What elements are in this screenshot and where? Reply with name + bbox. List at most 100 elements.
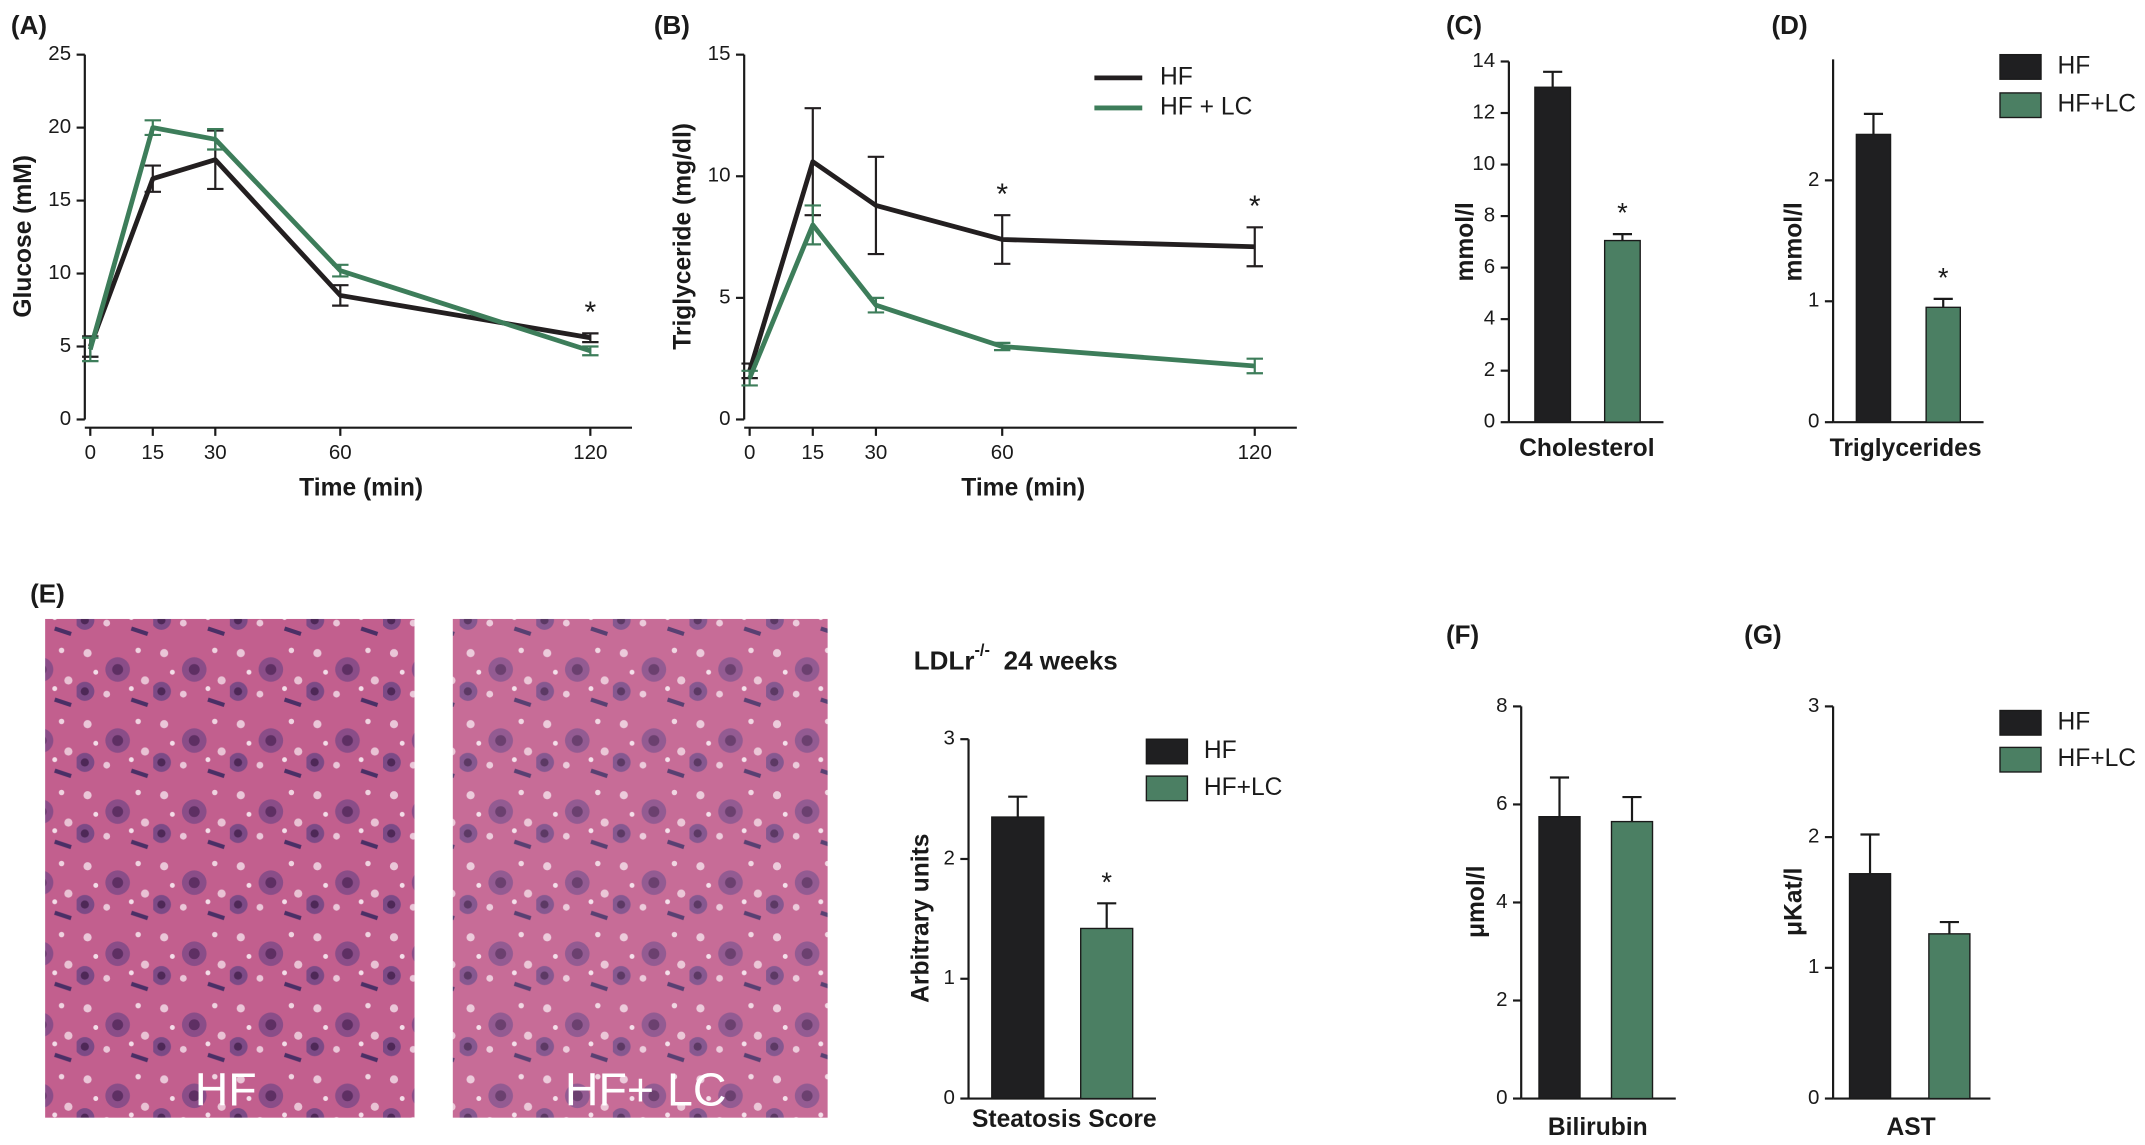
x-tick-label: 120 [1238,441,1272,464]
data-line [747,159,1255,372]
bar [991,816,1045,1100]
image-label: HF+ LC [565,1063,727,1115]
y-tick-label: 25 [48,42,71,65]
annotation: * [1617,197,1628,228]
title-text: LDLr [914,646,975,676]
panel-label: (G) [1744,620,1782,650]
error-bar [1612,233,1633,241]
data-line [88,157,591,348]
bar [1925,306,1962,423]
x-tick-label: 30 [204,441,227,464]
data-line [87,125,592,354]
y-tick-label: 0 [1808,1086,1819,1109]
title-text: 24 weeks [1004,646,1118,676]
y-tick-label: 1 [943,966,954,989]
y-tick-label: 0 [943,1086,954,1109]
error-bar [1543,70,1563,88]
y-tick-label: 4 [1496,890,1507,913]
bar [1928,933,1971,1100]
y-tick-label: 3 [943,727,954,750]
image-label: HF [195,1063,257,1115]
panel-label: (A) [11,10,47,40]
annotation: * [996,178,1008,211]
error-bar [1622,795,1642,822]
y-tick-label: 2 [1808,168,1819,191]
y-axis-label: mmol/l [1780,202,1807,281]
x-tick-label: 30 [865,441,888,464]
x-tick-label: 0 [744,441,755,464]
y-tick-label: 1 [1808,955,1819,978]
bar [1538,816,1581,1100]
x-axis-label: Triglycerides [1830,435,1982,462]
legend-swatch [1999,53,2042,80]
x-axis-label: Bilirubin [1548,1114,1648,1141]
y-tick-label: 20 [48,115,71,138]
bar [1080,927,1134,1100]
y-tick-label: 6 [1484,255,1495,278]
annotation: * [584,296,596,329]
panel-label: (F) [1446,620,1479,650]
y-tick-label: 12 [1472,100,1495,123]
x-tick-label: 60 [991,441,1014,464]
x-axis-label: Cholesterol [1519,435,1654,462]
y-tick-label: 10 [48,261,71,284]
legend-label: HF [1160,63,1193,90]
y-tick-label: 0 [60,407,71,430]
bar [1855,133,1892,423]
y-tick-label: 0 [1808,410,1819,433]
legend-swatch [1145,775,1189,802]
error-bar [1549,776,1570,817]
legend-label: HF [2057,52,2090,79]
annotation: * [1101,866,1112,897]
y-axis-label: Arbitrary units [908,834,935,1003]
y-tick-label: 15 [48,188,71,211]
y-axis-label: μKat/l [1780,868,1807,936]
y-tick-label: 2 [1496,988,1507,1011]
panel-label: (B) [654,10,690,40]
legend-label: HF [2057,708,2090,735]
y-axis-label: Triglyceride (mg/dl) [669,123,696,350]
y-tick-label: 14 [1472,49,1495,72]
legend-swatch [1145,738,1189,765]
bar [1848,873,1892,1100]
annotation: * [1938,262,1949,293]
y-tick-label: 1 [1808,289,1819,312]
legend-swatch [1999,746,2042,773]
x-axis-label: Time (min) [299,475,423,502]
y-tick-label: 4 [1484,307,1495,330]
legend-label: HF+LC [1204,774,1283,801]
y-tick-label: 2 [1484,358,1495,381]
error-bar [1097,902,1117,929]
legend-label: HF+LC [2057,91,2136,118]
error-bar [1246,357,1263,375]
y-axis-label: mmol/l [1452,202,1479,281]
chart-title: LDLr-/- 24 weeks [914,642,1118,675]
error-bar [1860,833,1880,874]
y-tick-label: 6 [1496,792,1507,815]
error-bar [1246,226,1263,268]
histology-image [45,618,415,1118]
legend-label: HF [1204,737,1237,764]
y-tick-label: 15 [708,42,731,65]
y-axis-label: Glucose (mM) [10,155,37,318]
y-tick-label: 2 [943,846,954,869]
x-axis-label: Steatosis Score [972,1106,1157,1133]
x-tick-label: 15 [801,441,824,464]
x-tick-label: 15 [141,441,164,464]
bar [1534,86,1572,423]
y-tick-label: 10 [1472,152,1495,175]
panel-label: (C) [1446,10,1482,40]
y-tick-label: 5 [60,334,71,357]
y-tick-label: 5 [719,285,730,308]
y-tick-label: 8 [1496,694,1507,717]
error-bar [1933,297,1953,308]
y-axis-label: μmol/l [1463,866,1490,938]
x-axis-label: AST [1886,1114,1935,1141]
y-tick-label: 0 [1484,410,1495,433]
y-tick-label: 8 [1484,204,1495,227]
histology-image [452,618,828,1118]
x-axis-label: Time (min) [961,475,1085,502]
error-bar [1008,795,1028,818]
legend-label: HF+LC [2057,745,2136,772]
